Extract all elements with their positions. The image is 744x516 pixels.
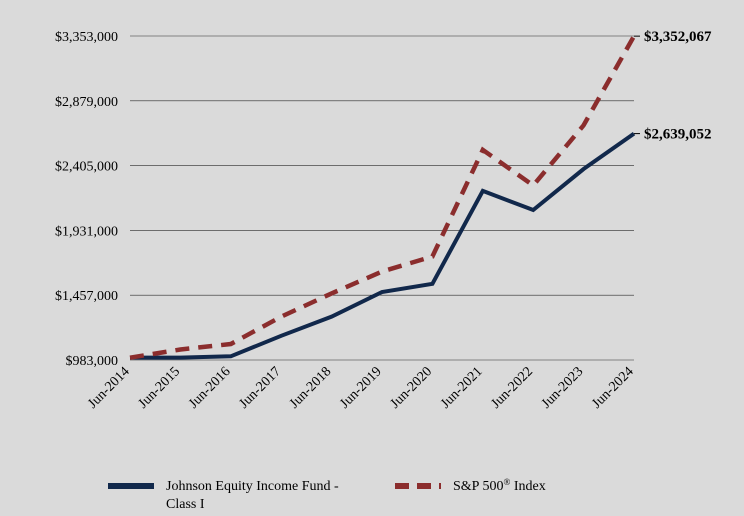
legend-label: S&P 500® Index xyxy=(453,477,546,494)
y-tick-label: $1,931,000 xyxy=(55,224,118,239)
legend-label: Johnson Equity Income Fund - xyxy=(166,479,339,494)
growth-chart: $983,000 $1,457,000 $1,931,000 $2,405,000 $2… xyxy=(0,0,744,516)
y-tick-label: $983,000 xyxy=(66,354,119,369)
y-tick-label: $2,879,000 xyxy=(55,95,118,110)
y-tick-label: $1,457,000 xyxy=(55,289,118,304)
chart-bg xyxy=(0,0,744,516)
legend-label: Class I xyxy=(166,497,205,512)
series-end-label: $2,639,052 xyxy=(644,127,712,143)
series-end-label: $3,352,067 xyxy=(644,29,712,45)
y-tick-label: $2,405,000 xyxy=(55,160,118,175)
y-tick-label: $3,353,000 xyxy=(55,30,118,45)
